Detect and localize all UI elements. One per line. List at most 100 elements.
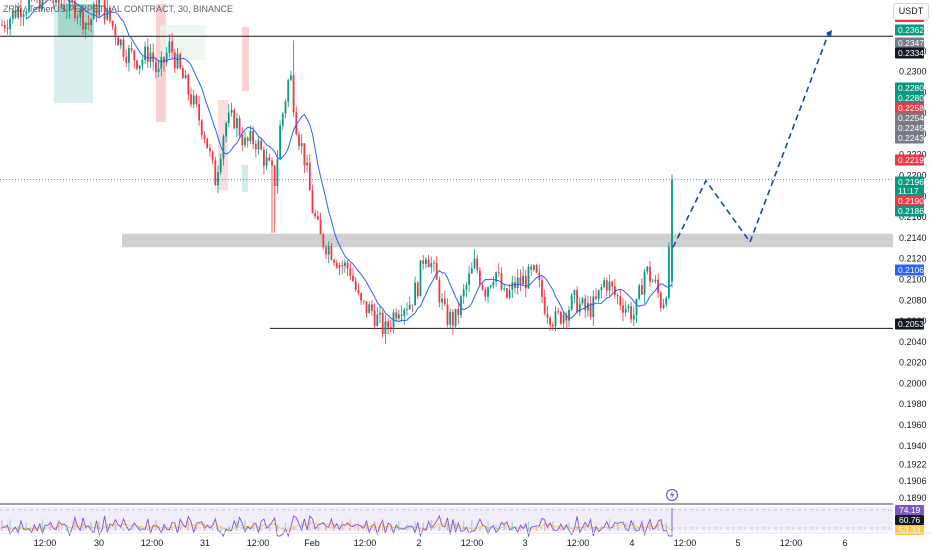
candle	[165, 46, 168, 67]
volume-bar	[341, 521, 343, 531]
candle	[549, 315, 551, 331]
candle	[335, 259, 338, 269]
candle	[619, 289, 622, 311]
candle	[546, 306, 549, 324]
candle	[519, 269, 522, 292]
time-axis: 12:00 30 12:00 31 12:00 Feb 12:00 2 12:00 3 12:00 4…	[0, 532, 932, 548]
volume-bar	[560, 527, 562, 531]
candle	[605, 277, 608, 297]
candle	[484, 286, 487, 302]
candle	[495, 271, 497, 288]
candle	[446, 298, 449, 328]
svg-text:0.2280: 0.2280	[898, 93, 924, 103]
candle	[654, 275, 657, 284]
volume-bar	[50, 523, 52, 531]
candle	[119, 38, 122, 50]
price-tick-label: 0.1906	[899, 476, 927, 486]
candle	[3, 20, 6, 33]
volume-bar	[600, 525, 602, 531]
alert-bolt-icon[interactable]	[665, 488, 679, 502]
candle	[265, 148, 268, 171]
candle	[303, 143, 306, 174]
volume-bar	[503, 522, 505, 531]
candle	[192, 89, 195, 109]
candle	[492, 276, 495, 289]
candle	[260, 137, 263, 151]
price-tick-label: 0.2200	[899, 171, 927, 181]
candle	[411, 304, 414, 313]
price-label-badge: 0.2362	[895, 24, 924, 36]
candle	[44, 0, 46, 2]
candle	[311, 184, 314, 214]
candle	[238, 114, 241, 139]
volume-bar	[438, 525, 440, 531]
candle	[600, 283, 603, 299]
candle	[71, 0, 74, 7]
volume-bar	[471, 519, 473, 531]
candle	[63, 0, 65, 13]
candle	[646, 265, 649, 275]
svg-text:0.2280: 0.2280	[898, 83, 924, 93]
volume-bar	[317, 523, 319, 531]
time-tick-label: 4	[629, 538, 634, 548]
candle	[479, 266, 481, 288]
volume-bar	[244, 519, 246, 531]
volume-bar	[608, 519, 611, 531]
candle	[500, 267, 503, 291]
candle	[462, 284, 465, 305]
price-tick-label: 0.2120	[899, 254, 927, 264]
candle	[376, 307, 379, 327]
candle	[308, 154, 311, 191]
price-tick-label: 0.2080	[899, 295, 927, 305]
candle	[160, 51, 163, 77]
candle	[168, 34, 171, 58]
candle	[211, 150, 214, 165]
time-tick-label: 12:00	[354, 538, 377, 548]
candle	[435, 256, 438, 280]
volume-bar	[106, 523, 108, 531]
currency-selector[interactable]: USDT	[893, 3, 929, 20]
candle	[36, 0, 38, 4]
svg-text:11:17: 11:17	[898, 186, 919, 196]
candle	[214, 156, 217, 186]
candle	[263, 145, 265, 175]
candle	[449, 308, 452, 329]
candle	[357, 283, 360, 296]
price-tick-label: 0.2300	[899, 67, 927, 77]
candle	[257, 135, 260, 155]
candle	[649, 261, 651, 287]
time-tick-label: 31	[200, 538, 210, 548]
volume-bar	[657, 519, 659, 531]
candle	[368, 301, 371, 314]
price-label-badge: 0.2196	[895, 176, 924, 188]
time-tick-label: 5	[735, 538, 740, 548]
price-tick-label: 0.1940	[899, 441, 927, 451]
volume-bar	[203, 523, 206, 531]
candle	[190, 87, 192, 108]
candle	[22, 10, 25, 26]
volume-bar	[584, 526, 586, 531]
price-label-badge: 0.2053	[895, 318, 924, 330]
candle	[362, 300, 365, 305]
time-tick-label: 2	[416, 538, 421, 548]
candle	[452, 308, 454, 335]
volume-bar	[147, 527, 149, 531]
candle	[225, 121, 227, 143]
candle	[222, 134, 225, 166]
volume-bar	[98, 521, 100, 531]
price-tick-label: 0.2040	[899, 337, 927, 347]
candle	[635, 298, 638, 324]
volume-bar	[122, 527, 125, 531]
time-tick-label: 12:00	[34, 538, 57, 548]
candle	[31, 0, 33, 2]
volume-bar	[33, 525, 35, 531]
candle	[398, 309, 400, 321]
volume-bar	[495, 524, 497, 531]
svg-text:0.2053: 0.2053	[898, 319, 924, 329]
candle	[38, 0, 41, 11]
symbol-title: ZRX / TetherUS PERPETUAL CONTRACT, 30, B…	[3, 4, 233, 14]
time-tick-label: 12:00	[247, 538, 270, 548]
price-label-badge: 0.2280	[895, 82, 924, 94]
candle	[427, 254, 430, 268]
